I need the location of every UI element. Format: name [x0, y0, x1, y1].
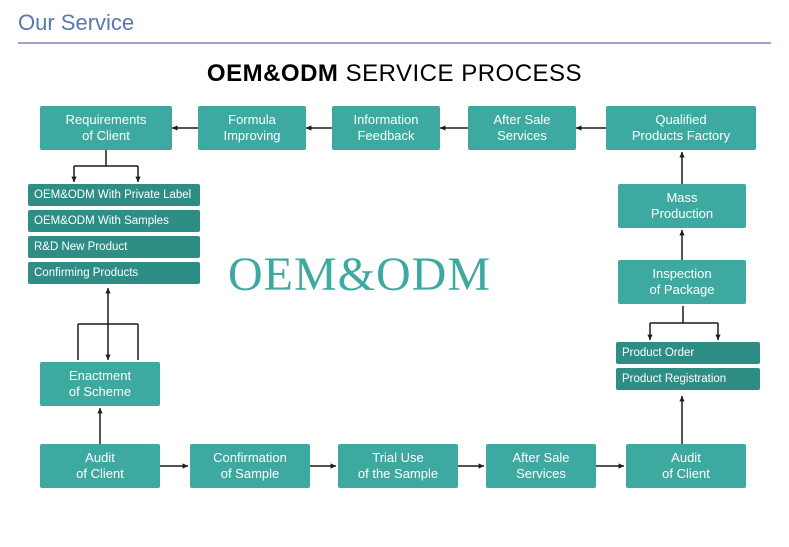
node-mass: MassProduction	[618, 184, 746, 228]
node-formula: FormulaImproving	[198, 106, 306, 150]
node-rnd: R&D New Product	[28, 236, 200, 258]
node-requirements: Requirementsof Client	[40, 106, 172, 150]
node-prod_reg: Product Registration	[616, 368, 760, 390]
main-title: OEM&ODM SERVICE PROCESS	[0, 60, 789, 88]
node-inspection: Inspectionof Package	[618, 260, 746, 304]
center-brand-text: OEM&ODM	[228, 247, 491, 302]
flowchart-canvas: OEM&ODM Requirementsof Client FormulaImpr…	[18, 102, 771, 537]
node-prod_order: Product Order	[616, 342, 760, 364]
node-confirmation: Confirmationof Sample	[190, 444, 310, 488]
node-enactment: Enactmentof Scheme	[40, 362, 160, 406]
node-info_feedback: InformationFeedback	[332, 106, 440, 150]
node-trial: Trial Useof the Sample	[338, 444, 458, 488]
node-qualified: QualifiedProducts Factory	[606, 106, 756, 150]
title-regular: SERVICE PROCESS	[338, 60, 582, 87]
node-audit_right: Auditof Client	[626, 444, 746, 488]
node-oem_samples: OEM&ODM With Samples	[28, 210, 200, 232]
node-audit_left: Auditof Client	[40, 444, 160, 488]
node-oem_private: OEM&ODM With Private Label	[28, 184, 200, 206]
node-confirming: Confirming Products	[28, 262, 200, 284]
node-after_sale_bot: After SaleServices	[486, 444, 596, 488]
title-bold: OEM&ODM	[207, 60, 339, 87]
node-after_sale_top: After SaleServices	[468, 106, 576, 150]
section-rule	[18, 42, 771, 44]
section-title: Our Service	[0, 0, 789, 42]
